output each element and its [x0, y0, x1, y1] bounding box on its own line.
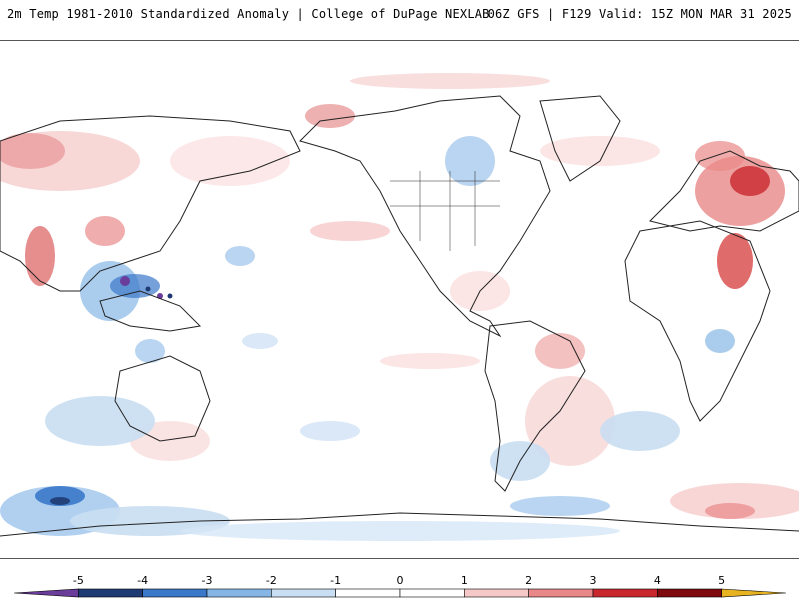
- colorbar-tick-label: -2: [266, 574, 277, 587]
- colorbar-tick-label: 2: [525, 574, 532, 587]
- colorbar-segment: [78, 588, 143, 598]
- colorbar-tick-label: -4: [137, 574, 148, 587]
- colorbar-tick-label: -5: [73, 574, 84, 587]
- colorbar-svg: -5 -4 -3 -2 -1 0 1 2 3 4 5: [13, 574, 787, 598]
- colorbar-legend: -5 -4 -3 -2 -1 0 1 2 3 4 5: [0, 560, 800, 600]
- north-america-outline: [299, 95, 551, 338]
- colorbar-segment: [464, 588, 529, 598]
- colorbar-segment: [592, 588, 658, 598]
- map-svg: [0, 41, 799, 558]
- europe-outline: [649, 150, 799, 232]
- header: 2m Temp 1981-2010 Standardized Anomaly |…: [0, 0, 800, 40]
- colorbar-segment: [142, 588, 208, 598]
- warm-anomaly-layer: [0, 73, 799, 519]
- colorbar-segment: [721, 588, 787, 598]
- colorbar-segment: [399, 588, 465, 598]
- maritime-asia-outline: [99, 290, 202, 332]
- colorbar-tick-label: 4: [654, 574, 661, 587]
- colorbar-segment: [335, 588, 401, 598]
- us-state-lines: [390, 171, 500, 251]
- greenland-outline: [539, 95, 621, 182]
- cold-anomaly-layer: [0, 136, 735, 541]
- colorbar-segment: [657, 588, 722, 598]
- colorbar-segment: [206, 588, 272, 598]
- colorbar-tick-label: -1: [330, 574, 341, 587]
- australia-outline: [114, 355, 211, 442]
- colorbar-tick-label: -3: [202, 574, 213, 587]
- africa-outline: [624, 220, 771, 422]
- colorbar-segment: [13, 588, 79, 598]
- south-america-outline: [484, 320, 586, 492]
- map-title: 2m Temp 1981-2010 Standardized Anomaly |…: [7, 7, 490, 21]
- colorbar-tick-label: 0: [397, 574, 404, 587]
- colorbar-tick-label: 1: [461, 574, 468, 587]
- anomaly-map[interactable]: [0, 40, 799, 559]
- run-info: 06Z GFS | F129 Valid: 15Z MON MAR 31 202…: [487, 7, 792, 21]
- antarctica-outline: [0, 512, 799, 537]
- continent-outlines: [0, 95, 799, 537]
- colorbar-segment: [528, 588, 594, 598]
- colorbar-tick-label: 5: [718, 574, 725, 587]
- colorbar-segment: [271, 588, 336, 598]
- asia-outline: [0, 115, 301, 292]
- colorbar-tick-label: 3: [590, 574, 597, 587]
